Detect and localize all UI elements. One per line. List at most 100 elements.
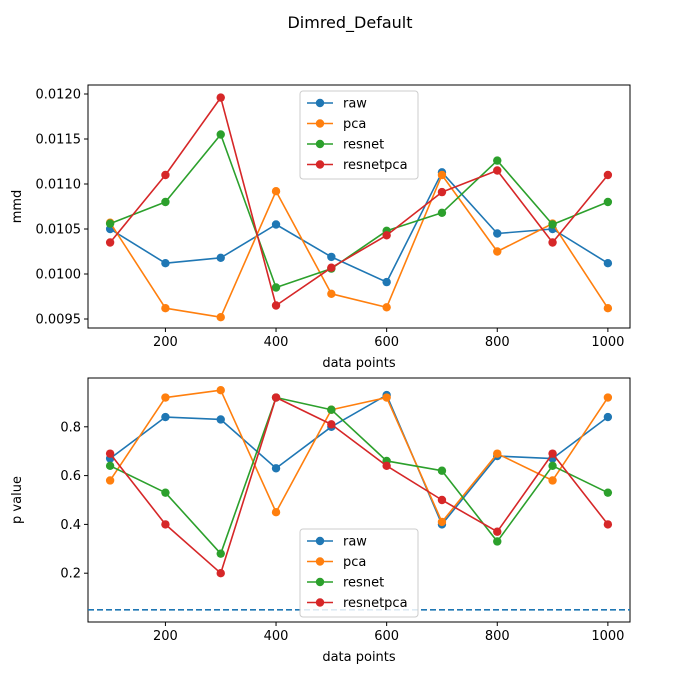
- data-point-resnetpca: [493, 166, 502, 175]
- data-point-resnet: [216, 549, 225, 558]
- data-point-pca: [105, 476, 115, 485]
- data-point-pca: [216, 313, 225, 322]
- data-point-pca: [327, 289, 336, 298]
- data-point-raw: [216, 415, 225, 424]
- data-point-resnetpca: [271, 393, 281, 402]
- data-point-pca: [548, 476, 557, 485]
- legend-marker-resnet: [315, 139, 325, 149]
- series-line-raw: [109, 171, 609, 283]
- plot-frame: [87, 84, 631, 329]
- series-line-raw: [109, 394, 609, 526]
- data-point-resnetpca: [382, 231, 391, 240]
- legend-label-resnetpca: resnetpca: [343, 158, 408, 173]
- data-point-raw: [603, 412, 613, 422]
- x-tick-label: 400: [264, 335, 289, 350]
- legend-marker-raw: [315, 536, 325, 546]
- series-line-resnet: [109, 133, 609, 289]
- data-point-resnet: [271, 283, 281, 292]
- data-point-resnet: [493, 156, 502, 165]
- y-tick-label: 0.6: [60, 469, 81, 484]
- chart-panel-2: 200 400 600 800 1000 0.2 0.4 0.6 0.8 data points p…: [10, 377, 631, 665]
- data-point-raw: [493, 229, 502, 238]
- data-point-resnet: [548, 461, 557, 471]
- data-point-resnetpca: [437, 495, 447, 505]
- legend-marker-raw: [315, 98, 325, 108]
- legend-label-pca: pca: [343, 117, 366, 132]
- data-point-pca: [493, 449, 502, 458]
- data-point-raw: [216, 253, 225, 262]
- x-tick-label: 1000: [591, 335, 624, 350]
- data-point-pca: [603, 304, 613, 313]
- data-point-resnetpca: [603, 170, 613, 180]
- data-point-resnet: [105, 461, 115, 471]
- data-point-pca: [271, 187, 281, 196]
- plot-frame: [87, 377, 631, 623]
- data-point-resnet: [437, 208, 447, 217]
- legend-label-pca: pca: [343, 555, 366, 570]
- y-tick-label: 0.2: [60, 567, 81, 582]
- data-point-resnetpca: [493, 527, 502, 536]
- y-axis-label: mmd: [10, 190, 25, 224]
- data-point-resnet: [603, 488, 613, 497]
- data-point-resnet: [161, 488, 170, 497]
- data-point-raw: [161, 412, 170, 422]
- data-point-resnetpca: [161, 520, 170, 529]
- data-point-resnet: [493, 537, 502, 546]
- data-point-resnetpca: [327, 263, 336, 272]
- legend-box: [299, 528, 419, 618]
- x-axis-label: data points: [322, 650, 396, 665]
- data-point-resnetpca: [437, 187, 447, 197]
- x-tick-label: 200: [153, 335, 178, 350]
- data-point-pca: [216, 386, 225, 395]
- y-tick-label: 0.0100: [36, 268, 82, 283]
- legend-marker-resnet: [315, 577, 325, 587]
- data-point-pca: [382, 303, 391, 312]
- data-point-resnetpca: [548, 449, 557, 458]
- data-point-resnet: [327, 405, 336, 414]
- y-tick-label: 0.0110: [36, 178, 82, 193]
- data-point-pca: [161, 393, 170, 402]
- x-tick-label: 800: [485, 335, 510, 350]
- y-axis-label: p value: [10, 476, 25, 524]
- y-tick-label: 0.8: [60, 420, 81, 435]
- legend-label-resnetpca: resnetpca: [343, 596, 408, 611]
- data-point-resnet: [105, 219, 115, 228]
- legend-marker-pca: [315, 119, 325, 128]
- x-tick-label: 600: [374, 629, 399, 644]
- legend-label-resnet: resnet: [343, 576, 384, 591]
- data-point-raw: [161, 259, 170, 268]
- data-point-raw: [382, 277, 391, 287]
- y-tick-label: 0.0120: [36, 88, 82, 103]
- data-point-resnetpca: [271, 301, 281, 310]
- data-point-pca: [437, 170, 447, 180]
- x-tick-label: 600: [374, 335, 399, 350]
- legend-label-resnet: resnet: [343, 138, 384, 153]
- data-point-resnet: [437, 466, 447, 475]
- series-line-pca: [109, 389, 609, 523]
- data-point-resnetpca: [161, 170, 170, 180]
- data-point-resnetpca: [327, 420, 336, 429]
- data-point-raw: [271, 464, 281, 473]
- x-tick-label: 1000: [591, 629, 624, 644]
- legend-marker-resnetpca: [315, 160, 325, 169]
- data-point-raw: [327, 252, 336, 262]
- data-point-resnetpca: [548, 238, 557, 247]
- data-point-resnet: [216, 130, 225, 139]
- data-point-pca: [382, 393, 391, 402]
- y-tick-label: 0.0105: [36, 223, 82, 238]
- legend-box: [299, 90, 419, 180]
- legend-label-raw: raw: [343, 97, 367, 112]
- legend-marker-resnetpca: [315, 598, 325, 607]
- data-point-resnetpca: [105, 238, 115, 247]
- data-point-raw: [603, 259, 613, 268]
- data-point-resnet: [603, 197, 613, 207]
- data-point-resnet: [548, 220, 557, 229]
- data-point-resnetpca: [216, 93, 225, 102]
- x-tick-label: 200: [153, 629, 178, 644]
- chart-panel-1: 200 400 600 800 1000 0.0095 0.0100 0.0105 0.0110…: [10, 84, 631, 371]
- x-tick-label: 400: [264, 629, 289, 644]
- data-point-raw: [271, 220, 281, 229]
- data-point-resnetpca: [105, 449, 115, 458]
- series-line-pca: [109, 174, 609, 319]
